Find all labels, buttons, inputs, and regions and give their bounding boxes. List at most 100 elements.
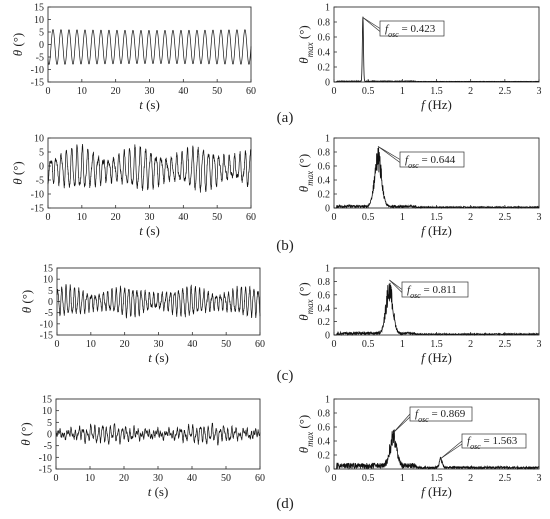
- y-tick-label: 0.8: [318, 409, 331, 420]
- y-tick-label: 10: [34, 134, 44, 145]
- y-axis-label: θ (°): [18, 422, 33, 446]
- y-axis-label: θ (°): [10, 33, 25, 57]
- x-tick-label: 30: [153, 473, 163, 484]
- x-tick-label: 60: [246, 86, 256, 97]
- y-tick-label: -5: [36, 176, 44, 187]
- fosc-annotation: fosc = 1.563: [467, 435, 518, 451]
- x-tick-label: 20: [111, 212, 121, 223]
- plot-frame: [55, 398, 261, 470]
- y-tick-label: -10: [40, 319, 53, 330]
- annotation-box: [461, 433, 527, 449]
- x-tick-label: 1: [400, 86, 405, 97]
- y-tick-label: 0.6: [318, 290, 331, 301]
- annotation-leader: [362, 17, 381, 32]
- annotation-leader: [440, 440, 463, 459]
- x-axis-label: t (s): [139, 97, 160, 112]
- x-tick-label: 2: [468, 212, 473, 223]
- x-axis-label: t (s): [139, 223, 160, 238]
- subfigure-label: (b): [276, 238, 294, 254]
- x-tick-label: 1: [400, 212, 405, 223]
- x-tick-label: 10: [77, 212, 87, 223]
- x-axis-label: t (s): [148, 350, 169, 365]
- x-tick-label: 2.5: [499, 212, 512, 223]
- x-tick-label: 20: [119, 473, 129, 484]
- spectrum-line: [334, 147, 540, 210]
- y-tick-label: 0.8: [318, 148, 331, 159]
- y-tick-label: 0.2: [318, 190, 331, 201]
- x-tick-label: 60: [255, 473, 265, 484]
- y-tick-label: 0.2: [318, 317, 331, 328]
- y-tick-label: 0: [39, 40, 44, 51]
- annotation-leader: [377, 146, 401, 163]
- x-tick-label: 1.5: [430, 212, 443, 223]
- x-axis-label: f (Hz): [421, 484, 452, 499]
- x-tick-label: 20: [111, 86, 121, 97]
- x-tick-label: 40: [187, 473, 197, 484]
- y-tick-label: 0.6: [318, 423, 331, 434]
- y-tick-label: 0.4: [318, 437, 331, 448]
- y-tick-label: 15: [34, 3, 44, 14]
- y-tick-label: 0: [325, 204, 330, 215]
- annotation-leader: [393, 413, 411, 433]
- x-tick-label: 40: [187, 339, 197, 350]
- x-tick-label: 10: [86, 339, 96, 350]
- subfigure-label: (d): [276, 496, 294, 512]
- y-tick-label: -15: [39, 465, 52, 476]
- y-tick-label: -5: [45, 308, 53, 319]
- y-tick-label: 1: [325, 134, 330, 145]
- plot-frame: [333, 267, 540, 336]
- y-axis-label: θmax (°): [296, 415, 315, 454]
- x-tick-label: 20: [120, 339, 130, 350]
- x-tick-label: 0: [332, 212, 337, 223]
- annotation-leader: [389, 279, 403, 290]
- annotation-box: [401, 281, 469, 298]
- spectrum-line: [334, 282, 540, 337]
- x-tick-label: 2: [468, 86, 473, 97]
- spectrum-chart: 10.80.60.40.200 0.5 1 1.5 2 2.5 3f (Hz)θmax (°…: [296, 395, 542, 500]
- y-tick-label: -10: [31, 65, 44, 76]
- y-tick-label: 0.2: [318, 451, 331, 462]
- x-tick-label: 50: [221, 473, 231, 484]
- y-axis-label: θ (°): [10, 161, 25, 185]
- x-tick-label: 30: [145, 212, 155, 223]
- annotation-box: [399, 151, 465, 168]
- y-tick-label: 0.8: [318, 277, 331, 288]
- x-axis-label: t (s): [148, 484, 169, 499]
- y-tick-label: 0.6: [318, 162, 331, 173]
- y-tick-label: 10: [34, 15, 44, 26]
- y-tick-label: 5: [48, 286, 53, 297]
- annotation-leader: [393, 416, 411, 433]
- spectrum-line: [334, 16, 540, 83]
- x-tick-label: 2: [468, 339, 473, 350]
- spectrum-line: [334, 428, 540, 471]
- y-tick-label: 5: [39, 148, 44, 159]
- y-tick-label: -10: [39, 453, 52, 464]
- spectrum-chart: 10.80.60.40.200 0.5 1 1.5 2 2.5 3f (Hz)θmax (°…: [296, 134, 542, 239]
- y-tick-label: 0: [39, 162, 44, 173]
- y-tick-label: 5: [47, 418, 52, 429]
- y-tick-label: 0.6: [318, 33, 331, 44]
- y-tick-label: 0: [48, 297, 53, 308]
- fosc-annotation: fosc = 0.811: [407, 284, 457, 300]
- x-tick-label: 0: [46, 86, 51, 97]
- x-tick-label: 1.5: [430, 339, 443, 350]
- x-tick-label: 10: [77, 86, 87, 97]
- annotation-box: [379, 20, 445, 37]
- y-tick-label: 1: [325, 3, 330, 14]
- x-tick-label: 3: [537, 212, 542, 223]
- x-tick-label: 0: [55, 339, 60, 350]
- y-tick-label: 1: [325, 395, 330, 406]
- y-tick-label: 10: [42, 406, 52, 417]
- x-tick-label: 3: [537, 86, 542, 97]
- x-tick-label: 60: [255, 339, 265, 350]
- x-tick-label: 3: [537, 339, 542, 350]
- x-tick-label: 50: [212, 86, 222, 97]
- y-tick-label: 1: [325, 264, 330, 275]
- x-tick-label: 10: [85, 473, 95, 484]
- y-tick-label: 0.4: [318, 176, 331, 187]
- annotation-leader: [362, 17, 381, 29]
- x-tick-label: 40: [178, 212, 188, 223]
- annotation-leader: [389, 279, 403, 293]
